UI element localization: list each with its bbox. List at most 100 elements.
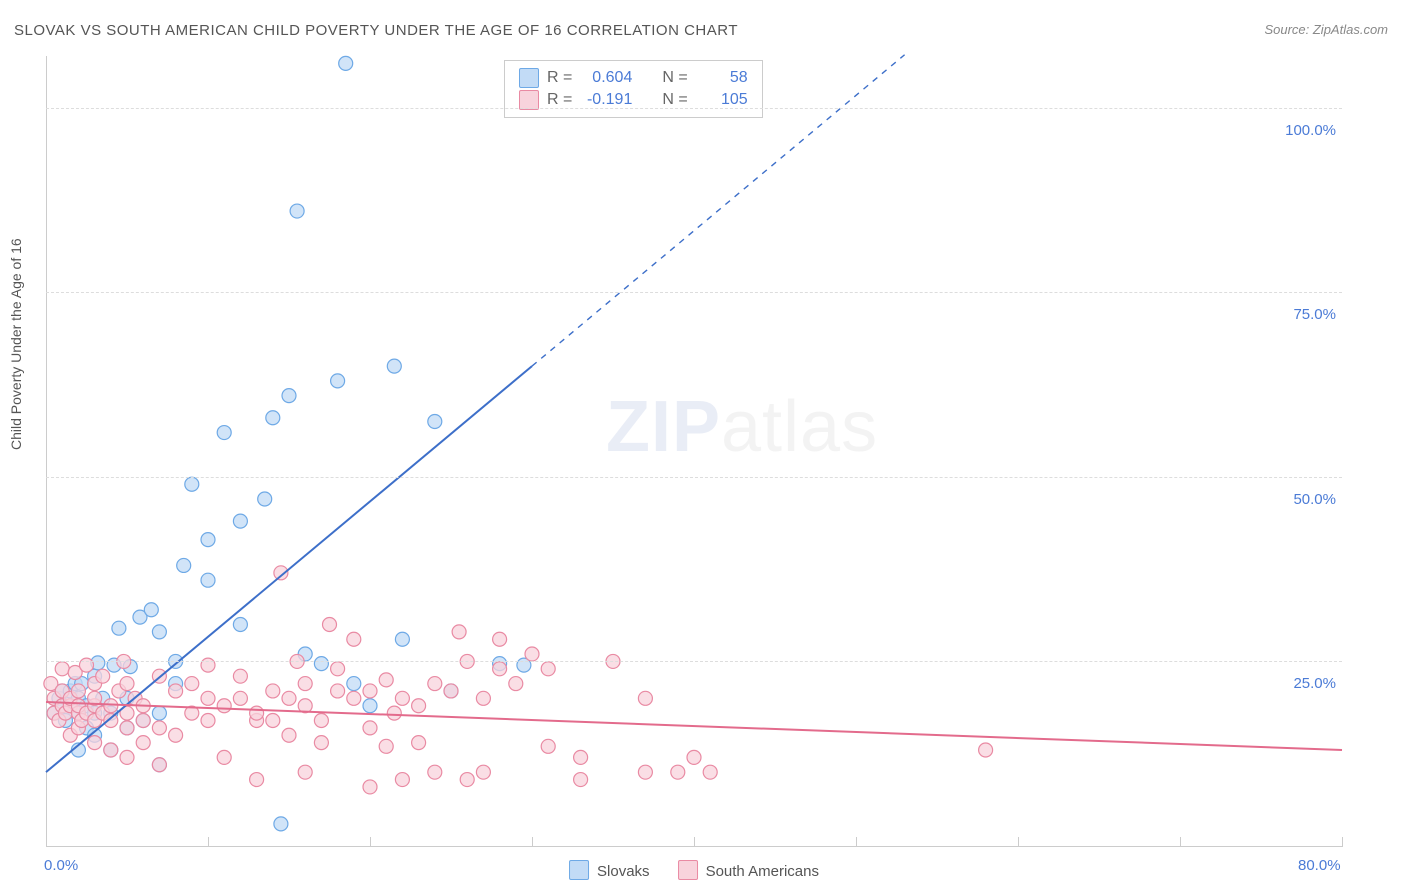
- data-point: [412, 736, 426, 750]
- data-point: [71, 684, 85, 698]
- data-point: [314, 713, 328, 727]
- legend-n-value: 58: [696, 67, 748, 89]
- data-point: [152, 758, 166, 772]
- data-point: [152, 721, 166, 735]
- chart-svg: [46, 56, 1342, 846]
- data-point: [185, 477, 199, 491]
- data-point: [290, 204, 304, 218]
- legend-swatch: [569, 860, 589, 880]
- data-point: [363, 721, 377, 735]
- data-point: [541, 739, 555, 753]
- data-point: [638, 691, 652, 705]
- plot-area: ZIPatlas R =0.604N =58R =-0.191N =105 Sl…: [46, 56, 1342, 847]
- legend-n-label: N =: [662, 67, 687, 89]
- data-point: [120, 750, 134, 764]
- data-point: [169, 684, 183, 698]
- data-point: [541, 662, 555, 676]
- data-point: [331, 374, 345, 388]
- data-point: [428, 765, 442, 779]
- chart-container: SLOVAK VS SOUTH AMERICAN CHILD POVERTY U…: [0, 0, 1406, 892]
- x-tick-label: 0.0%: [44, 857, 78, 874]
- x-tick-label: 80.0%: [1298, 857, 1341, 874]
- data-point: [217, 426, 231, 440]
- legend-swatch: [519, 68, 539, 88]
- data-point: [395, 773, 409, 787]
- data-point: [395, 691, 409, 705]
- data-point: [152, 706, 166, 720]
- legend-label: South Americans: [706, 863, 819, 880]
- legend-item: Slovaks: [569, 860, 650, 880]
- data-point: [347, 632, 361, 646]
- data-point: [282, 389, 296, 403]
- data-point: [250, 773, 264, 787]
- data-point: [282, 691, 296, 705]
- data-point: [120, 677, 134, 691]
- y-axis-label: Child Poverty Under the Age of 16: [8, 238, 24, 450]
- data-point: [428, 414, 442, 428]
- data-point: [201, 533, 215, 547]
- data-point: [136, 736, 150, 750]
- x-tick: [1018, 837, 1019, 847]
- data-point: [282, 728, 296, 742]
- data-point: [55, 662, 69, 676]
- data-point: [217, 699, 231, 713]
- data-point: [112, 621, 126, 635]
- source-label: Source: ZipAtlas.com: [1264, 22, 1388, 37]
- data-point: [250, 706, 264, 720]
- data-point: [185, 677, 199, 691]
- data-point: [574, 773, 588, 787]
- gridline: [46, 108, 1342, 109]
- data-point: [347, 677, 361, 691]
- data-point: [233, 618, 247, 632]
- data-point: [363, 684, 377, 698]
- x-tick: [694, 837, 695, 847]
- data-point: [104, 699, 118, 713]
- data-point: [169, 728, 183, 742]
- data-point: [379, 673, 393, 687]
- data-point: [266, 411, 280, 425]
- legend-label: Slovaks: [597, 863, 650, 880]
- legend-r-label: R =: [547, 67, 572, 89]
- data-point: [331, 662, 345, 676]
- data-point: [217, 750, 231, 764]
- data-point: [428, 677, 442, 691]
- legend-swatch: [678, 860, 698, 880]
- x-tick: [856, 837, 857, 847]
- data-point: [379, 739, 393, 753]
- data-point: [638, 765, 652, 779]
- data-point: [80, 658, 94, 672]
- data-point: [525, 647, 539, 661]
- chart-title: SLOVAK VS SOUTH AMERICAN CHILD POVERTY U…: [14, 22, 738, 39]
- data-point: [574, 750, 588, 764]
- data-point: [201, 658, 215, 672]
- correlation-legend: R =0.604N =58R =-0.191N =105: [504, 60, 763, 118]
- data-point: [444, 684, 458, 698]
- x-tick: [46, 837, 47, 847]
- data-point: [201, 573, 215, 587]
- data-point: [509, 677, 523, 691]
- gridline: [46, 292, 1342, 293]
- data-point: [266, 684, 280, 698]
- data-point: [88, 736, 102, 750]
- data-point: [452, 625, 466, 639]
- data-point: [120, 721, 134, 735]
- data-point: [493, 632, 507, 646]
- data-point: [395, 632, 409, 646]
- data-point: [687, 750, 701, 764]
- data-point: [314, 736, 328, 750]
- data-point: [412, 699, 426, 713]
- data-point: [314, 657, 328, 671]
- series-legend: Slovaks South Americans: [569, 860, 819, 880]
- x-tick: [532, 837, 533, 847]
- data-point: [460, 773, 474, 787]
- data-point: [331, 684, 345, 698]
- x-tick: [370, 837, 371, 847]
- data-point: [201, 713, 215, 727]
- data-point: [298, 677, 312, 691]
- data-point: [671, 765, 685, 779]
- data-point: [144, 603, 158, 617]
- gridline: [46, 477, 1342, 478]
- data-point: [96, 669, 110, 683]
- x-tick: [1180, 837, 1181, 847]
- y-tick-label: 100.0%: [1285, 122, 1336, 139]
